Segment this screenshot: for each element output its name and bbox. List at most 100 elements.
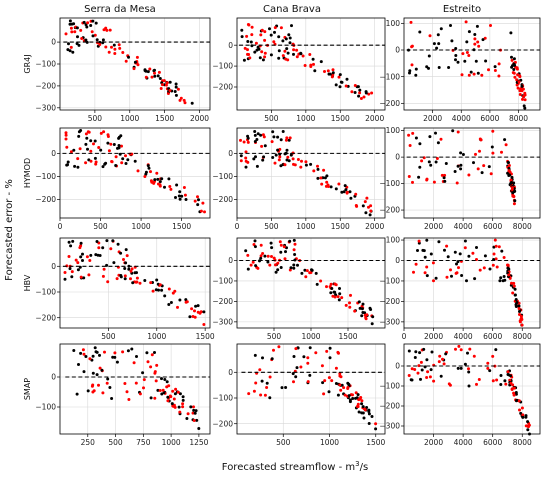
point-series-a bbox=[239, 154, 243, 158]
point-series-a bbox=[434, 276, 438, 280]
point-series-b bbox=[344, 84, 348, 88]
point-series-b bbox=[274, 263, 277, 267]
x-tick-label: 1000 bbox=[296, 222, 315, 231]
point-series-b bbox=[299, 165, 303, 169]
point-series-a bbox=[509, 31, 513, 35]
point-series-b bbox=[70, 270, 74, 274]
point-series-b bbox=[517, 80, 521, 84]
y-tick-label: 100 bbox=[386, 126, 401, 135]
point-series-b bbox=[102, 267, 106, 271]
point-series-b bbox=[408, 144, 412, 147]
point-series-b bbox=[122, 258, 125, 261]
point-series-a bbox=[295, 366, 299, 370]
point-series-b bbox=[417, 364, 421, 368]
point-series-a bbox=[253, 245, 257, 249]
panel-gr4j-cana-brava: 500 1000 1500 2000 0 −100 −200 bbox=[212, 17, 386, 123]
panel-frame bbox=[403, 17, 541, 111]
point-series-a bbox=[299, 52, 303, 56]
point-series-a bbox=[84, 355, 88, 358]
point-series-a bbox=[493, 65, 497, 69]
point-series-a bbox=[287, 138, 291, 142]
point-series-b bbox=[279, 26, 283, 30]
x-tick-label: 1500 bbox=[172, 222, 191, 231]
point-series-a bbox=[95, 373, 99, 377]
point-series-a bbox=[526, 420, 530, 424]
point-series-b bbox=[351, 393, 354, 397]
point-series-a bbox=[153, 351, 156, 354]
point-series-a bbox=[246, 136, 250, 140]
point-series-b bbox=[419, 360, 423, 364]
point-series-b bbox=[265, 386, 269, 389]
point-series-a bbox=[181, 395, 185, 399]
point-series-b bbox=[107, 149, 111, 153]
point-series-b bbox=[300, 159, 303, 163]
point-series-a bbox=[414, 67, 418, 71]
point-series-b bbox=[260, 144, 264, 148]
point-series-b bbox=[125, 254, 129, 258]
point-series-a bbox=[116, 242, 120, 246]
point-series-b bbox=[135, 55, 139, 59]
point-series-b bbox=[130, 267, 134, 271]
point-series-a bbox=[261, 58, 265, 62]
point-series-a bbox=[95, 240, 99, 243]
point-series-b bbox=[158, 283, 162, 287]
point-series-b bbox=[417, 239, 421, 243]
panel-frame bbox=[236, 127, 386, 219]
point-series-a bbox=[167, 303, 171, 306]
point-series-a bbox=[332, 290, 336, 294]
point-series-a bbox=[443, 179, 447, 183]
point-series-a bbox=[197, 427, 201, 430]
point-series-b bbox=[173, 405, 177, 409]
point-series-a bbox=[273, 30, 276, 34]
point-series-a bbox=[499, 374, 503, 377]
point-series-a bbox=[510, 175, 514, 179]
point-series-b bbox=[370, 91, 374, 95]
point-series-b bbox=[327, 376, 331, 380]
point-series-b bbox=[90, 30, 94, 34]
panel-hbv-serra-da-mesa: 500 1000 1500 0 −100 −200 HBV bbox=[23, 237, 215, 341]
point-series-b bbox=[435, 157, 439, 160]
point-series-a bbox=[269, 33, 273, 37]
point-series-b bbox=[518, 408, 521, 412]
point-series-b bbox=[160, 83, 164, 87]
x-tick-label: 500 bbox=[276, 438, 291, 447]
point-series-b bbox=[162, 79, 166, 83]
point-series-b bbox=[461, 52, 465, 56]
point-series-b bbox=[409, 20, 413, 24]
point-series-a bbox=[418, 142, 422, 146]
point-series-b bbox=[135, 276, 139, 280]
point-series-a bbox=[423, 365, 427, 369]
point-series-a bbox=[100, 368, 104, 372]
y-tick-label: 0 bbox=[395, 256, 400, 265]
point-series-a bbox=[338, 73, 342, 77]
point-series-b bbox=[516, 73, 520, 77]
y-tick-label: −100 bbox=[212, 62, 233, 71]
point-series-a bbox=[515, 399, 518, 402]
point-series-a bbox=[67, 240, 71, 244]
point-series-b bbox=[143, 175, 147, 178]
point-series-b bbox=[138, 392, 142, 396]
point-series-b bbox=[82, 352, 86, 356]
point-series-b bbox=[239, 138, 242, 142]
point-series-a bbox=[72, 148, 76, 152]
point-series-b bbox=[81, 348, 85, 352]
point-series-a bbox=[422, 347, 426, 351]
y-tick-label: −300 bbox=[212, 317, 233, 326]
x-tick-label: 2000 bbox=[424, 332, 443, 341]
point-series-b bbox=[357, 398, 361, 402]
point-series-b bbox=[74, 258, 78, 262]
point-series-b bbox=[359, 97, 363, 100]
point-series-b bbox=[176, 87, 180, 91]
point-series-a bbox=[253, 50, 257, 54]
point-series-a bbox=[503, 379, 507, 383]
point-series-b bbox=[285, 136, 289, 140]
point-series-a bbox=[459, 366, 463, 370]
point-series-a bbox=[513, 293, 517, 297]
point-series-a bbox=[292, 263, 296, 267]
point-series-a bbox=[178, 197, 182, 201]
point-series-b bbox=[494, 257, 498, 261]
point-series-a bbox=[439, 27, 443, 31]
point-series-a bbox=[511, 191, 515, 195]
point-series-a bbox=[158, 77, 162, 80]
